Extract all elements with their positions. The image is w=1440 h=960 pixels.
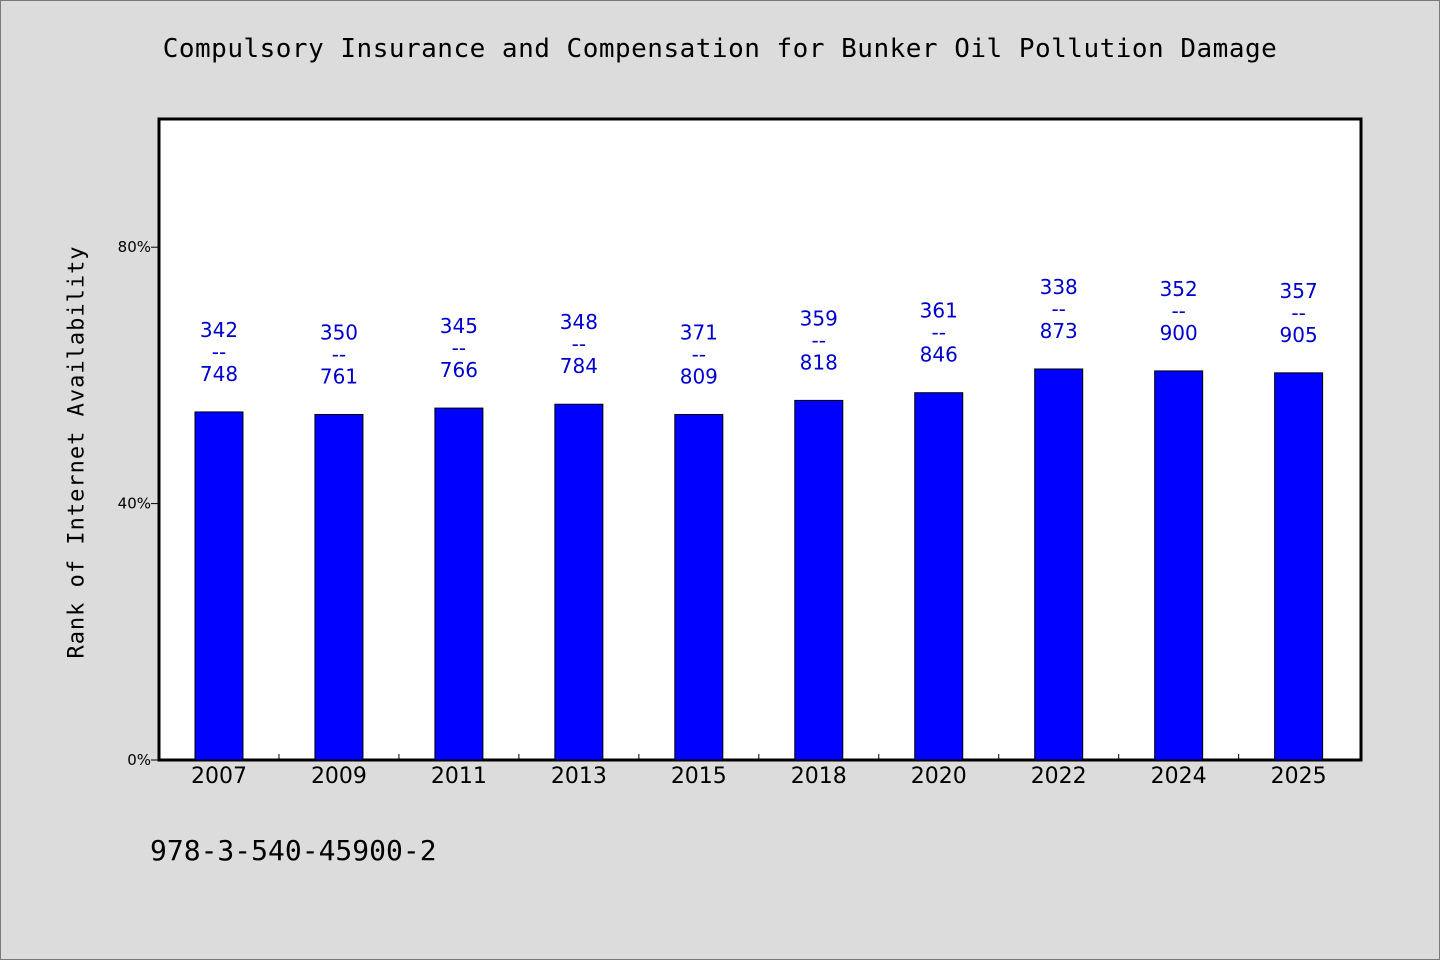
data-label-2007-0: 342: [200, 318, 238, 342]
bar-2007: [194, 411, 244, 761]
x-tick-label-2024: 2024: [1151, 764, 1207, 789]
x-tick-label-2025: 2025: [1271, 764, 1327, 789]
x-tick-label-2015: 2015: [671, 764, 727, 789]
data-label-2024-0: 352: [1160, 277, 1198, 301]
bars-layer: 342--748350--761345--766348--784371--809…: [194, 275, 1324, 761]
data-label-2025-0: 357: [1280, 279, 1318, 303]
data-label-2020-1: --: [932, 321, 946, 345]
data-label-2009-1: --: [332, 343, 346, 367]
axes-layer: 2007 2009 2011 2013 2015 2018 2020 2022 2024 2025…: [118, 238, 1327, 789]
bar-2009: [314, 414, 364, 761]
x-tick-label-2011: 2011: [431, 764, 487, 789]
x-tick-label-2020: 2020: [911, 764, 967, 789]
data-label-2025-2: 905: [1280, 323, 1318, 347]
data-label-2018-2: 818: [800, 350, 838, 374]
data-label-2024-1: --: [1171, 299, 1185, 323]
data-label-2022-0: 338: [1040, 275, 1078, 299]
x-tick-label-2009: 2009: [311, 764, 367, 789]
bar-2024: [1154, 370, 1204, 761]
data-label-2025-1: --: [1291, 301, 1305, 325]
data-label-2018-1: --: [812, 328, 826, 352]
x-tick-label-2007: 2007: [191, 764, 247, 789]
data-label-2013-1: --: [572, 332, 586, 356]
data-label-2020-2: 846: [920, 343, 958, 367]
data-label-2022-1: --: [1051, 297, 1065, 321]
data-label-2013-2: 784: [560, 354, 598, 378]
y-tick-label-1: 40%: [118, 495, 151, 513]
data-label-2015-1: --: [692, 343, 706, 367]
bar-2025: [1274, 372, 1324, 761]
y-tick-label-2: 80%: [118, 238, 151, 256]
data-label-2007-2: 748: [200, 362, 238, 386]
data-label-2015-0: 371: [680, 321, 718, 345]
data-label-2018-0: 359: [800, 306, 838, 330]
bar-2020: [914, 392, 964, 761]
data-label-2011-2: 766: [440, 358, 478, 382]
data-label-2020-0: 361: [920, 299, 958, 323]
bar-2011: [434, 407, 484, 761]
data-label-2013-0: 348: [560, 310, 598, 334]
bar-2022: [1034, 368, 1084, 761]
footer-code: 978-3-540-45900-2: [150, 834, 437, 867]
data-label-2007-1: --: [212, 340, 226, 364]
data-label-2022-2: 873: [1040, 319, 1078, 343]
bar-2018: [794, 399, 844, 761]
x-tick-label-2018: 2018: [791, 764, 847, 789]
data-label-2024-2: 900: [1160, 321, 1198, 345]
data-label-2009-2: 761: [320, 365, 358, 389]
data-label-2015-2: 809: [680, 365, 718, 389]
x-tick-label-2013: 2013: [551, 764, 607, 789]
chart-title: Compulsory Insurance and Compensation fo…: [162, 34, 1278, 64]
data-label-2011-0: 345: [440, 314, 478, 338]
y-tick-label-0: 0%: [127, 751, 151, 769]
data-label-2011-1: --: [452, 336, 466, 360]
x-tick-label-2022: 2022: [1031, 764, 1087, 789]
bar-2013: [554, 403, 604, 761]
data-label-2009-0: 350: [320, 321, 358, 345]
bar-2015: [674, 414, 724, 761]
